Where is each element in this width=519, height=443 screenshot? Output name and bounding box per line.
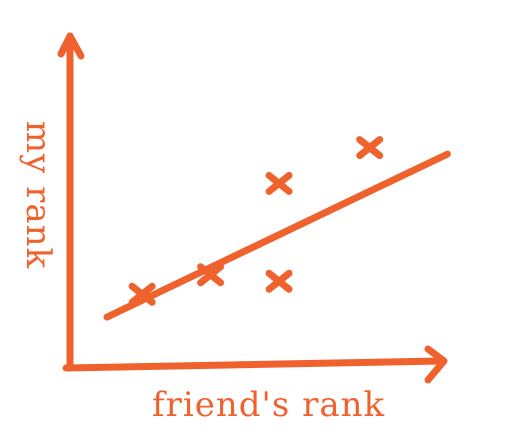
data-point-3 (265, 269, 293, 293)
axes (57, 32, 448, 384)
x-axis-label: friend's rank (152, 385, 386, 425)
data-point-2 (197, 263, 225, 287)
data-marks (103, 136, 451, 321)
data-point-4 (265, 171, 293, 195)
data-point-1 (128, 282, 156, 306)
trend-line (103, 150, 451, 321)
x-axis-arrowhead (424, 345, 448, 384)
y-axis-label: my rank (18, 120, 58, 270)
y-axis-arrowhead (57, 32, 85, 60)
data-point-5 (356, 136, 384, 160)
x-axis (62, 357, 446, 372)
